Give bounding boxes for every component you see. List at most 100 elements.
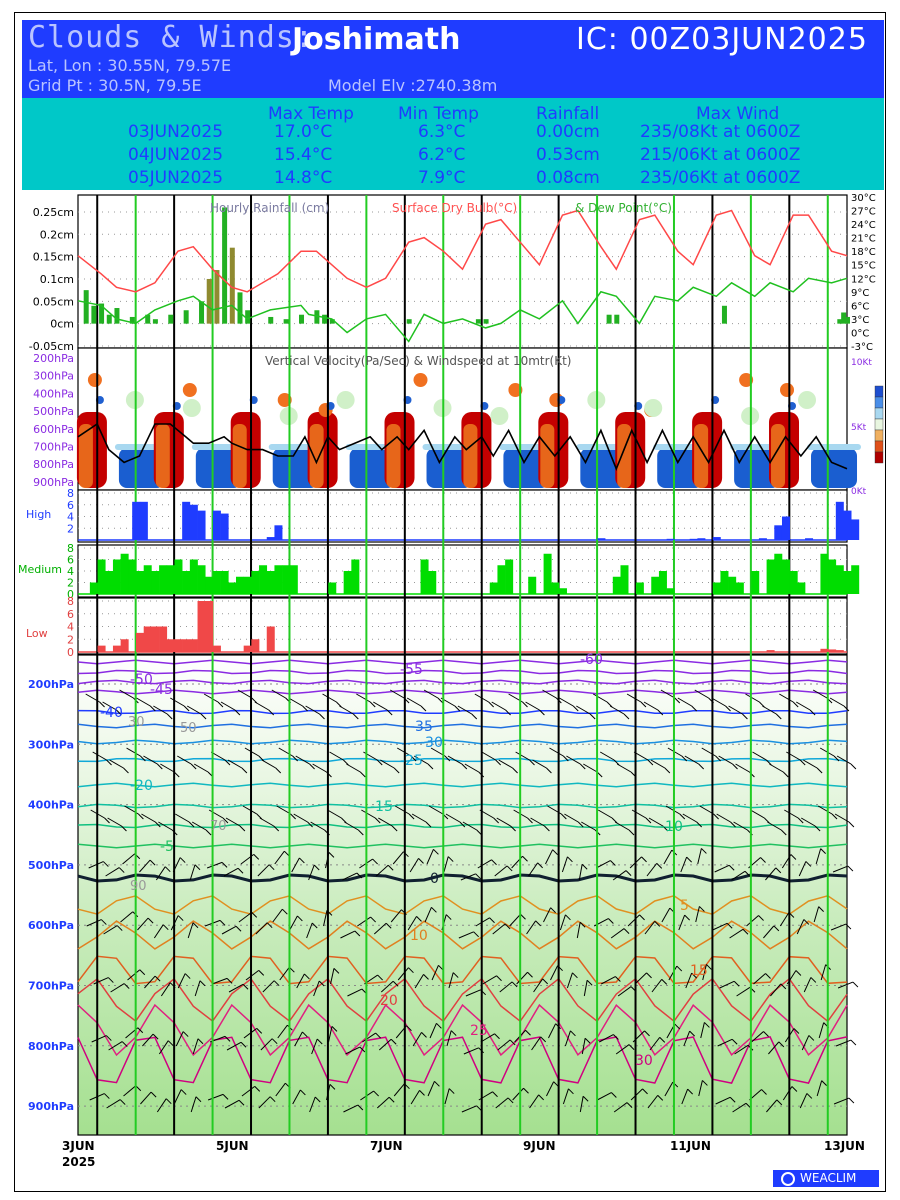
wind-barb bbox=[255, 922, 268, 935]
wind-barb-flag bbox=[448, 1088, 455, 1094]
cloud-bar bbox=[428, 571, 437, 594]
wind-barb-flag bbox=[200, 713, 207, 720]
wind-barb bbox=[206, 861, 223, 869]
vv-blob-blue bbox=[349, 448, 396, 488]
wind-barb bbox=[237, 689, 253, 699]
vv-blob-blue bbox=[118, 448, 165, 488]
wind-barb-flag bbox=[121, 1041, 128, 1047]
wind-barb-flag bbox=[419, 1090, 425, 1096]
wind-barb-flag bbox=[188, 821, 195, 828]
cloud-bar bbox=[820, 553, 829, 594]
wind-barb bbox=[271, 689, 286, 699]
wind-barb bbox=[137, 917, 149, 931]
rain-bar bbox=[99, 303, 105, 324]
rain-bar bbox=[237, 292, 243, 324]
wind-barb-flag bbox=[369, 701, 376, 708]
wind-barb bbox=[312, 763, 327, 773]
wind-barb bbox=[784, 809, 799, 819]
cloud-bar bbox=[543, 553, 552, 594]
wind-barb bbox=[110, 983, 125, 993]
cloud-bar bbox=[697, 538, 706, 540]
cloud-bar bbox=[251, 571, 260, 594]
wind-barb bbox=[464, 763, 479, 773]
wind-barb bbox=[389, 689, 405, 699]
brand-name: WEACLIM bbox=[800, 1171, 857, 1185]
wind-barb bbox=[390, 909, 402, 923]
wind-barb-flag bbox=[221, 861, 228, 868]
wind-barb-flag bbox=[408, 813, 415, 820]
wind-barb-flag bbox=[704, 1022, 710, 1028]
cloud-bar bbox=[828, 559, 837, 594]
wind-barb bbox=[715, 1096, 731, 1105]
y-tick-cloud: 8 bbox=[67, 595, 74, 608]
wind-barb-flag bbox=[814, 825, 821, 832]
rain-bar bbox=[283, 319, 289, 324]
wind-barb bbox=[327, 809, 342, 819]
vv-colorbar-cell bbox=[874, 440, 884, 453]
cloud-bar bbox=[174, 639, 183, 652]
wind-barb-flag bbox=[224, 1035, 231, 1042]
wind-barb bbox=[753, 973, 766, 985]
wind-barb-flag bbox=[195, 1096, 202, 1103]
wind-barb bbox=[322, 693, 337, 703]
wind-barb-flag bbox=[302, 705, 308, 712]
wind-barb-flag bbox=[793, 1028, 800, 1034]
wind-barb bbox=[414, 974, 424, 989]
wind-barb bbox=[543, 907, 552, 923]
wind-barb bbox=[480, 1033, 495, 1043]
wind-barb-flag bbox=[416, 916, 422, 922]
wind-barb-flag bbox=[572, 972, 578, 979]
x-tick: 7JUN bbox=[370, 1139, 403, 1153]
wind-barb-flag bbox=[177, 915, 184, 921]
rain-bar bbox=[606, 314, 612, 324]
rain-bar bbox=[322, 314, 328, 324]
wind-barb bbox=[190, 1096, 197, 1113]
y-tick-wind10m: 5Kt bbox=[851, 423, 867, 433]
wind-barb-flag bbox=[520, 913, 526, 920]
rain-bar bbox=[91, 305, 97, 324]
cloud-bar bbox=[112, 559, 121, 594]
wind-barb-flag bbox=[646, 972, 652, 979]
wind-barb bbox=[779, 693, 794, 703]
wind-barb bbox=[173, 1089, 182, 1105]
wind-barb-flag bbox=[744, 870, 751, 877]
cloud-bar bbox=[751, 571, 760, 594]
wind-barb-flag bbox=[659, 1036, 666, 1043]
cloud-bar bbox=[728, 576, 737, 594]
vv-colorbar-cell bbox=[874, 407, 884, 420]
y-tick-temp: 24°C bbox=[851, 220, 876, 231]
wind-barb bbox=[678, 914, 686, 931]
wind-barb-flag bbox=[235, 925, 242, 932]
wind-barb-flag bbox=[809, 709, 816, 716]
wind-barb-flag bbox=[791, 1086, 798, 1092]
wind-barb-flag bbox=[352, 713, 359, 720]
cloud-bar bbox=[651, 576, 660, 594]
wind-barb bbox=[356, 693, 371, 703]
wind-barb-flag bbox=[392, 980, 399, 987]
y-tick-temp: -3°C bbox=[851, 342, 873, 353]
wind-barb bbox=[477, 859, 492, 869]
wind-barb bbox=[345, 1046, 361, 1055]
vv-colorbar-cell bbox=[874, 396, 884, 409]
wind-barb bbox=[752, 751, 767, 761]
vv-blob-orange bbox=[463, 424, 478, 488]
wind-barb bbox=[126, 747, 141, 757]
wind-barb-flag bbox=[425, 821, 432, 828]
wind-barb-flag bbox=[608, 918, 614, 924]
y-tick-cloud: 6 bbox=[67, 499, 74, 512]
wind-barb-flag bbox=[106, 759, 112, 766]
wind-barb-flag bbox=[760, 857, 766, 863]
wind-barb-flag bbox=[459, 821, 466, 828]
wind-barb-flag bbox=[199, 980, 206, 987]
wind-barb-flag bbox=[689, 1030, 696, 1037]
wind-barb-flag bbox=[373, 1090, 380, 1097]
isotherm-line bbox=[77, 955, 848, 985]
wind-barb-flag bbox=[374, 817, 381, 824]
wind-barb-flag bbox=[180, 1089, 187, 1095]
rain-bar bbox=[483, 319, 489, 324]
wind-barb bbox=[702, 964, 707, 981]
wind-barb-flag bbox=[149, 705, 156, 712]
wind-barb bbox=[512, 1087, 524, 1101]
wind-barb bbox=[731, 870, 746, 881]
wind-barb-flag bbox=[331, 1026, 338, 1032]
